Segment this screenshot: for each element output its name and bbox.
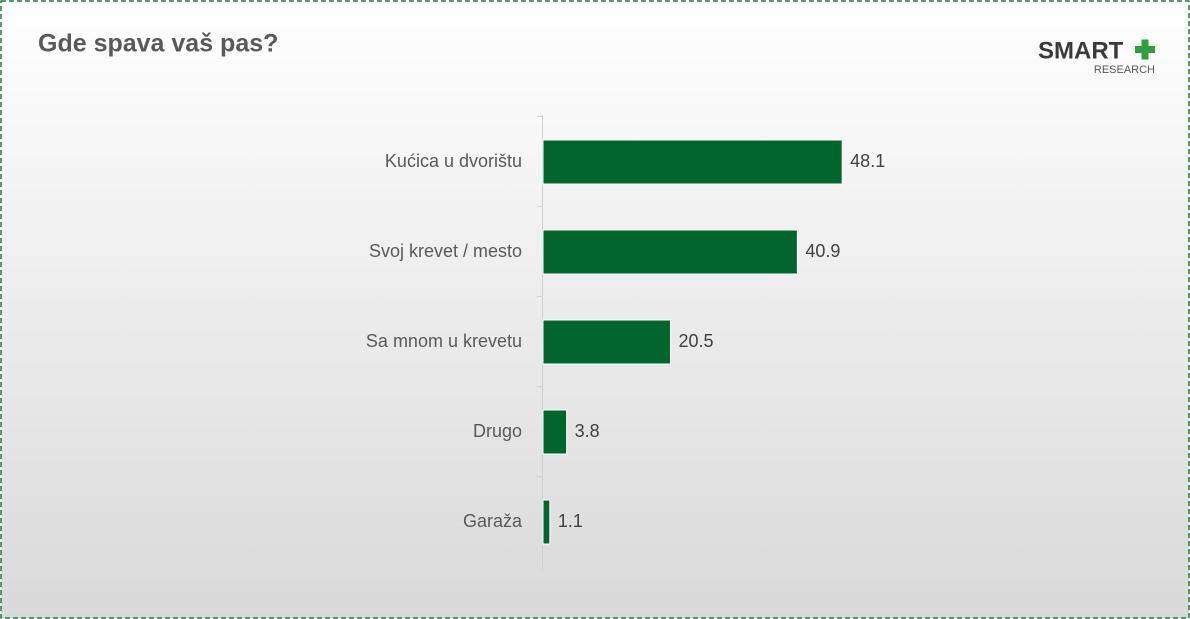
logo-sub: RESEARCH: [1094, 64, 1155, 76]
logo-name: SMART: [1038, 37, 1124, 64]
category-label: Kućica u dvorištu: [385, 151, 522, 171]
category-label: Svoj krevet / mesto: [369, 241, 522, 261]
bar: [542, 319, 672, 365]
bar: [542, 409, 568, 455]
bar: [542, 139, 843, 185]
category-label: Sa mnom u krevetu: [366, 331, 522, 351]
value-label: 20.5: [679, 331, 714, 351]
value-label: 1.1: [558, 511, 583, 531]
bar: [542, 499, 551, 545]
value-label: 3.8: [575, 421, 600, 441]
category-label: Garaža: [463, 511, 523, 531]
category-label: Drugo: [473, 421, 522, 441]
chart-title: Gde spava vaš pas?: [38, 30, 278, 58]
value-label: 40.9: [805, 241, 840, 261]
logo-plus: [1135, 39, 1155, 60]
value-label: 48.1: [850, 151, 885, 171]
bar: [542, 229, 798, 275]
